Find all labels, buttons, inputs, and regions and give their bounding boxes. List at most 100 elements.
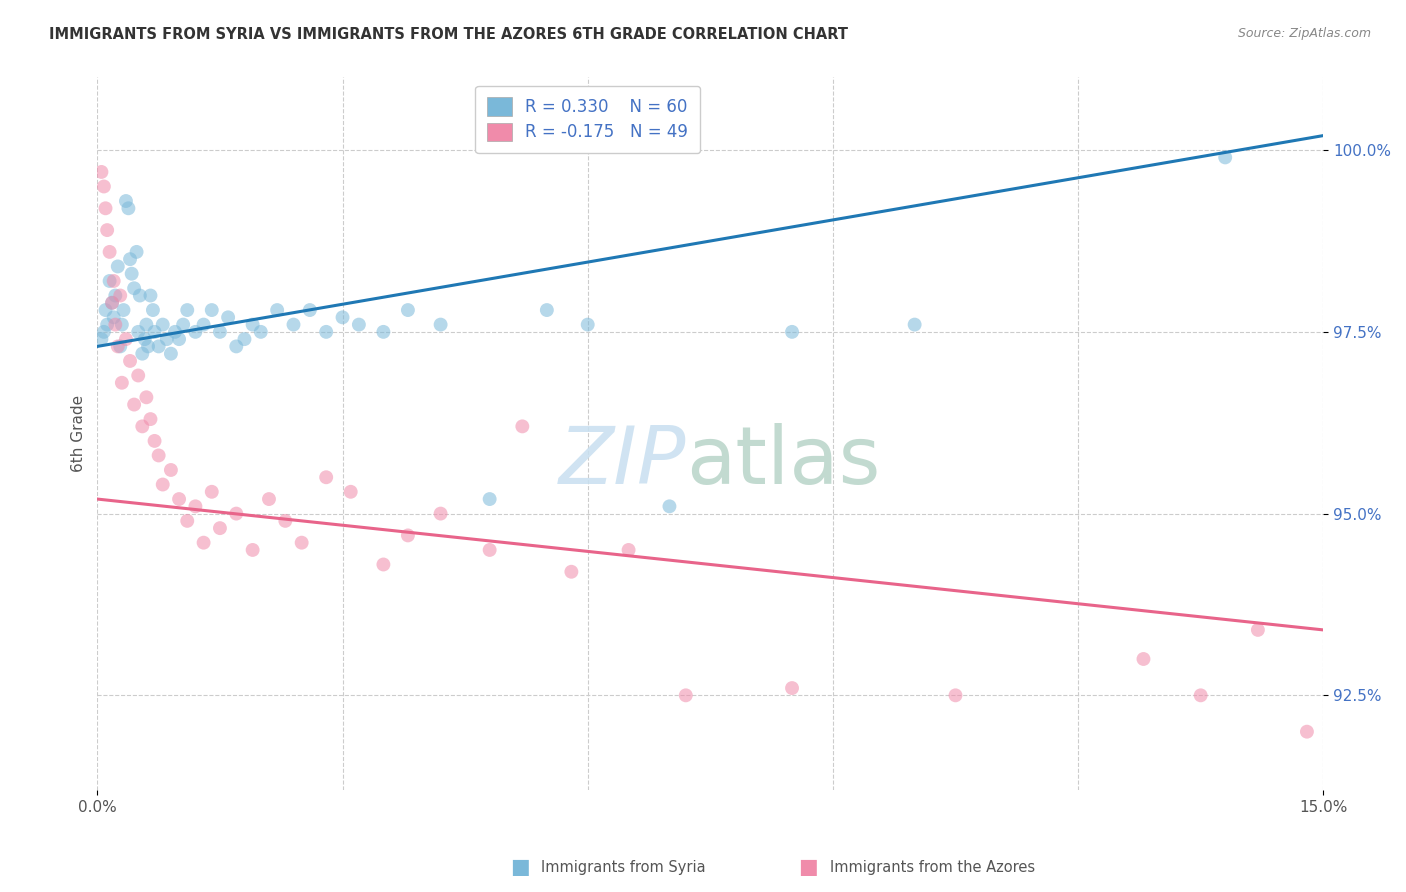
Point <box>104 318 127 332</box>
Point <box>111 376 134 390</box>
Point <box>172 318 194 332</box>
Point <box>1213 150 1236 164</box>
Text: Immigrants from the Azores: Immigrants from the Azores <box>830 860 1035 874</box>
Point <box>163 325 186 339</box>
Point <box>93 179 115 194</box>
Point <box>193 318 215 332</box>
Point <box>617 543 640 558</box>
Legend: R = 0.330    N = 60, R = -0.175   N = 49: R = 0.330 N = 60, R = -0.175 N = 49 <box>475 86 700 153</box>
Point <box>396 528 419 542</box>
Point <box>118 354 141 368</box>
Point <box>104 288 127 302</box>
Point <box>945 689 967 703</box>
Point <box>291 535 314 549</box>
Point <box>131 419 153 434</box>
Point <box>110 339 132 353</box>
Point <box>152 477 174 491</box>
Point <box>274 514 297 528</box>
Point <box>560 565 582 579</box>
Point <box>167 332 190 346</box>
Point <box>658 500 681 514</box>
Point <box>208 521 231 535</box>
Point <box>121 267 143 281</box>
Point <box>115 194 138 208</box>
Point <box>98 274 121 288</box>
Point <box>156 332 179 346</box>
Point <box>184 325 207 339</box>
Text: ■: ■ <box>510 857 530 877</box>
Point <box>780 681 803 695</box>
Point <box>96 223 118 237</box>
Point <box>315 470 337 484</box>
Point <box>160 346 183 360</box>
Point <box>339 484 361 499</box>
Text: ZIP: ZIP <box>558 423 686 501</box>
Text: Immigrants from Syria: Immigrants from Syria <box>541 860 706 874</box>
Point <box>122 398 145 412</box>
Point <box>176 303 198 318</box>
Point <box>347 318 370 332</box>
Point <box>1189 689 1212 703</box>
Text: ■: ■ <box>799 857 818 877</box>
Point <box>139 412 162 426</box>
Point <box>512 419 534 434</box>
Point <box>117 202 139 216</box>
Point <box>167 491 190 506</box>
Text: IMMIGRANTS FROM SYRIA VS IMMIGRANTS FROM THE AZORES 6TH GRADE CORRELATION CHART: IMMIGRANTS FROM SYRIA VS IMMIGRANTS FROM… <box>49 27 848 42</box>
Point <box>135 390 157 404</box>
Point <box>225 507 247 521</box>
Point <box>135 318 157 332</box>
Point <box>1296 724 1319 739</box>
Point <box>193 535 215 549</box>
Point <box>266 303 288 318</box>
Point <box>429 318 451 332</box>
Point <box>101 295 124 310</box>
Point <box>122 281 145 295</box>
Point <box>201 484 224 499</box>
Point <box>112 303 135 318</box>
Point <box>396 303 419 318</box>
Point <box>93 325 115 339</box>
Point <box>249 325 271 339</box>
Point <box>152 318 174 332</box>
Point <box>478 491 501 506</box>
Point <box>283 318 305 332</box>
Point <box>143 325 166 339</box>
Point <box>1247 623 1270 637</box>
Point <box>373 325 395 339</box>
Point <box>225 339 247 353</box>
Point <box>780 325 803 339</box>
Point <box>127 325 149 339</box>
Point <box>96 318 118 332</box>
Point <box>136 339 159 353</box>
Point <box>139 288 162 302</box>
Point <box>160 463 183 477</box>
Point <box>94 303 117 318</box>
Point <box>478 543 501 558</box>
Point <box>107 260 129 274</box>
Point <box>107 339 129 353</box>
Point <box>148 449 170 463</box>
Point <box>315 325 337 339</box>
Text: Source: ZipAtlas.com: Source: ZipAtlas.com <box>1237 27 1371 40</box>
Point <box>103 310 125 325</box>
Point <box>143 434 166 448</box>
Text: atlas: atlas <box>686 423 880 501</box>
Point <box>242 543 264 558</box>
Point <box>134 332 156 346</box>
Point <box>298 303 321 318</box>
Point <box>201 303 224 318</box>
Point <box>111 318 134 332</box>
Point <box>142 303 165 318</box>
Point <box>184 500 207 514</box>
Point <box>103 274 125 288</box>
Point <box>110 288 132 302</box>
Point <box>98 244 121 259</box>
Y-axis label: 6th Grade: 6th Grade <box>72 395 86 472</box>
Point <box>373 558 395 572</box>
Point <box>176 514 198 528</box>
Point <box>148 339 170 353</box>
Point <box>125 244 148 259</box>
Point <box>536 303 558 318</box>
Point <box>208 325 231 339</box>
